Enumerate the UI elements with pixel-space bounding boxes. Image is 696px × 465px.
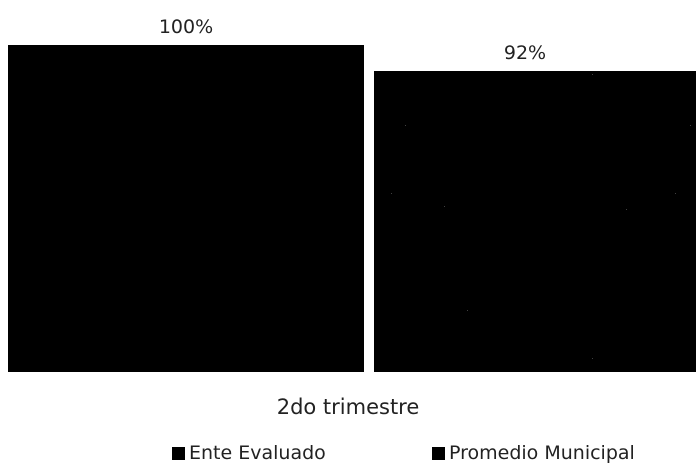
bars-layer — [8, 45, 696, 372]
data-labels-layer: 100% 92% — [159, 16, 546, 64]
x-category-label: 2do trimestre — [276, 395, 420, 419]
bar-promedio-municipal — [374, 71, 696, 372]
legend-swatch-promedio-municipal — [432, 446, 445, 460]
legend: Ente Evaluado Promedio Municipal — [0, 442, 696, 464]
data-label-promedio-municipal: 92% — [504, 42, 546, 64]
legend-item-ente-evaluado: Ente Evaluado — [172, 442, 326, 464]
legend-label-promedio-municipal: Promedio Municipal — [449, 442, 635, 464]
legend-item-promedio-municipal: Promedio Municipal — [432, 442, 635, 464]
legend-label-ente-evaluado: Ente Evaluado — [189, 442, 326, 464]
legend-swatch-ente-evaluado — [172, 446, 185, 460]
data-label-ente-evaluado: 100% — [159, 16, 213, 38]
bar-ente-evaluado — [8, 45, 364, 372]
